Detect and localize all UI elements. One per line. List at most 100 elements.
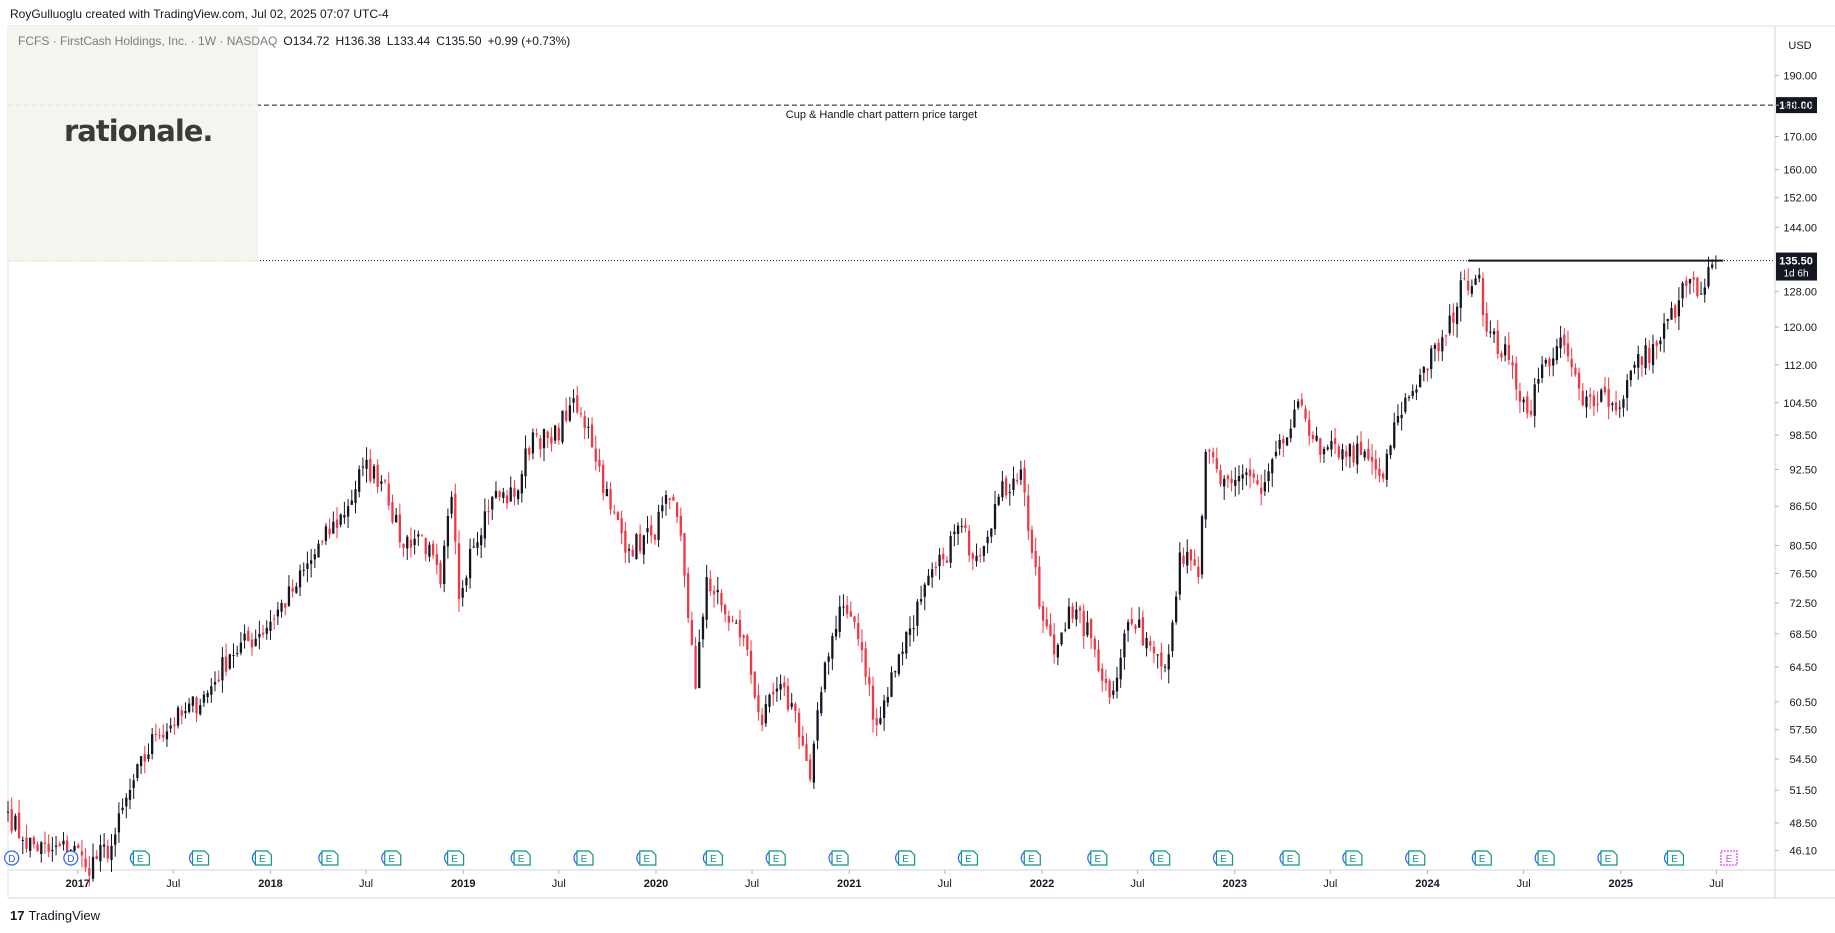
earnings-marker-icon[interactable] bbox=[960, 850, 979, 866]
tradingview-brand[interactable]: 17 TradingView bbox=[10, 908, 100, 923]
earnings-marker-icon[interactable] bbox=[705, 850, 723, 866]
candle-body bbox=[967, 530, 971, 556]
candle-body bbox=[565, 410, 568, 421]
candle-body bbox=[509, 487, 512, 502]
earnings-marker-icon[interactable] bbox=[576, 850, 594, 866]
candle-body bbox=[1112, 690, 1115, 696]
candle-body bbox=[1053, 634, 1056, 655]
earnings-marker-icon[interactable] bbox=[1090, 850, 1108, 866]
candle-body bbox=[236, 653, 239, 655]
time-tick-label: Jul bbox=[1709, 878, 1723, 890]
candle-body bbox=[169, 725, 172, 729]
earnings-marker-icon[interactable] bbox=[1474, 850, 1492, 866]
candle-body bbox=[949, 536, 952, 563]
earnings-marker-letter: E bbox=[518, 854, 525, 865]
earnings-marker-icon[interactable] bbox=[1215, 850, 1234, 866]
candle-body bbox=[1688, 279, 1692, 284]
earnings-marker-icon[interactable] bbox=[1345, 850, 1363, 866]
earnings-marker-icon[interactable] bbox=[513, 850, 531, 866]
earnings-marker-letter: E bbox=[902, 854, 909, 865]
earnings-marker-icon[interactable] bbox=[191, 850, 210, 866]
candle-body bbox=[1659, 340, 1662, 345]
candle-body bbox=[1060, 632, 1063, 645]
time-axis[interactable]: 2017 Jul 2018 Jul 2019 Jul 2020 Jul 2021 Jul 2022 J… bbox=[65, 870, 1723, 890]
candle-body bbox=[358, 469, 361, 492]
earnings-marker-icon[interactable] bbox=[254, 850, 272, 866]
earnings-marker-icon[interactable] bbox=[768, 850, 786, 866]
candle-body bbox=[1459, 280, 1462, 308]
candle-body bbox=[1141, 617, 1145, 646]
candle-body bbox=[1359, 441, 1363, 455]
candle-body bbox=[10, 809, 13, 832]
upcoming-earnings-icon[interactable] bbox=[1720, 850, 1738, 866]
dividend-marker-icon[interactable] bbox=[63, 850, 79, 866]
candle-body bbox=[1089, 619, 1093, 638]
candle-body bbox=[1552, 358, 1555, 366]
candle-body bbox=[147, 754, 150, 760]
earnings-marker-icon[interactable] bbox=[831, 850, 849, 866]
earnings-marker-icon[interactable] bbox=[1537, 850, 1555, 866]
candle-body bbox=[1049, 624, 1052, 636]
symbol-title[interactable]: FCFS · FirstCash Holdings, Inc. · 1W · N… bbox=[18, 34, 278, 48]
candle-body bbox=[1256, 480, 1259, 485]
candle-body bbox=[587, 426, 590, 428]
earnings-marker-icon[interactable] bbox=[1600, 850, 1618, 866]
earnings-marker-icon[interactable] bbox=[132, 850, 150, 866]
candle-body bbox=[1064, 629, 1067, 631]
candle-body bbox=[1208, 449, 1211, 452]
candle-body bbox=[1041, 606, 1045, 621]
earnings-marker-icon[interactable] bbox=[446, 850, 465, 866]
candle-body bbox=[1707, 267, 1710, 287]
candle-body bbox=[1589, 394, 1592, 397]
candle-body bbox=[1186, 551, 1189, 566]
price-target-annotation[interactable]: Cup & Handle chart pattern price target bbox=[786, 109, 977, 121]
candle-body bbox=[443, 545, 446, 584]
earnings-marker-letter: E bbox=[1157, 854, 1164, 865]
candle-body bbox=[605, 489, 609, 497]
dividend-marker-icon[interactable] bbox=[4, 850, 20, 866]
candle-body bbox=[727, 615, 730, 623]
candle-body bbox=[805, 744, 808, 761]
candle-body bbox=[923, 584, 926, 597]
candle-body bbox=[513, 487, 516, 497]
candle-body bbox=[21, 840, 24, 842]
candle-body bbox=[1230, 478, 1233, 484]
candle-body bbox=[1422, 366, 1425, 373]
earnings-marker-icon[interactable] bbox=[321, 850, 339, 866]
candle-body bbox=[1600, 389, 1603, 402]
candle-body bbox=[1382, 473, 1385, 479]
earnings-marker-icon[interactable] bbox=[1408, 850, 1426, 866]
candle-body bbox=[768, 694, 771, 707]
candle-body bbox=[901, 651, 904, 654]
earnings-marker-icon[interactable] bbox=[384, 850, 402, 866]
candle-body bbox=[528, 448, 531, 455]
watermark-panel bbox=[8, 26, 258, 262]
earnings-marker-icon[interactable] bbox=[1153, 850, 1171, 866]
candle-body bbox=[1681, 283, 1684, 299]
candle-body bbox=[221, 657, 224, 681]
candle-body bbox=[1677, 300, 1681, 317]
time-tick-label: 2022 bbox=[1030, 878, 1054, 890]
price-tick-label: 68.50 bbox=[1789, 629, 1817, 641]
candle-body bbox=[1563, 334, 1566, 346]
earnings-marker-icon[interactable] bbox=[897, 850, 916, 866]
candle-body bbox=[505, 495, 509, 504]
earnings-marker-letter: E bbox=[710, 854, 717, 865]
candle-body bbox=[627, 548, 631, 551]
event-markers[interactable]: DDDDDDDDDDDDDDDDDDDDDDDDDDDEEEEEEEEEEEEE… bbox=[4, 850, 1738, 866]
author-credit: RoyGulluoglu created with TradingView.co… bbox=[10, 7, 389, 21]
price-axis[interactable]: USD 46.10 48.50 51.50 54.50 57.50 60.50 64.50 68… bbox=[1775, 40, 1817, 858]
earnings-marker-icon[interactable] bbox=[1023, 850, 1041, 866]
time-tick-label: Jul bbox=[166, 878, 180, 890]
candle-body bbox=[106, 845, 109, 859]
earnings-marker-icon[interactable] bbox=[1666, 850, 1685, 866]
earnings-marker-icon[interactable] bbox=[1282, 850, 1300, 866]
candle-body bbox=[1511, 362, 1514, 366]
earnings-marker-icon[interactable] bbox=[639, 850, 657, 866]
candle-body bbox=[409, 539, 413, 548]
candle-body bbox=[361, 466, 365, 468]
candle-body bbox=[1012, 478, 1015, 490]
candle-body bbox=[431, 543, 435, 556]
candle-body bbox=[165, 731, 169, 740]
